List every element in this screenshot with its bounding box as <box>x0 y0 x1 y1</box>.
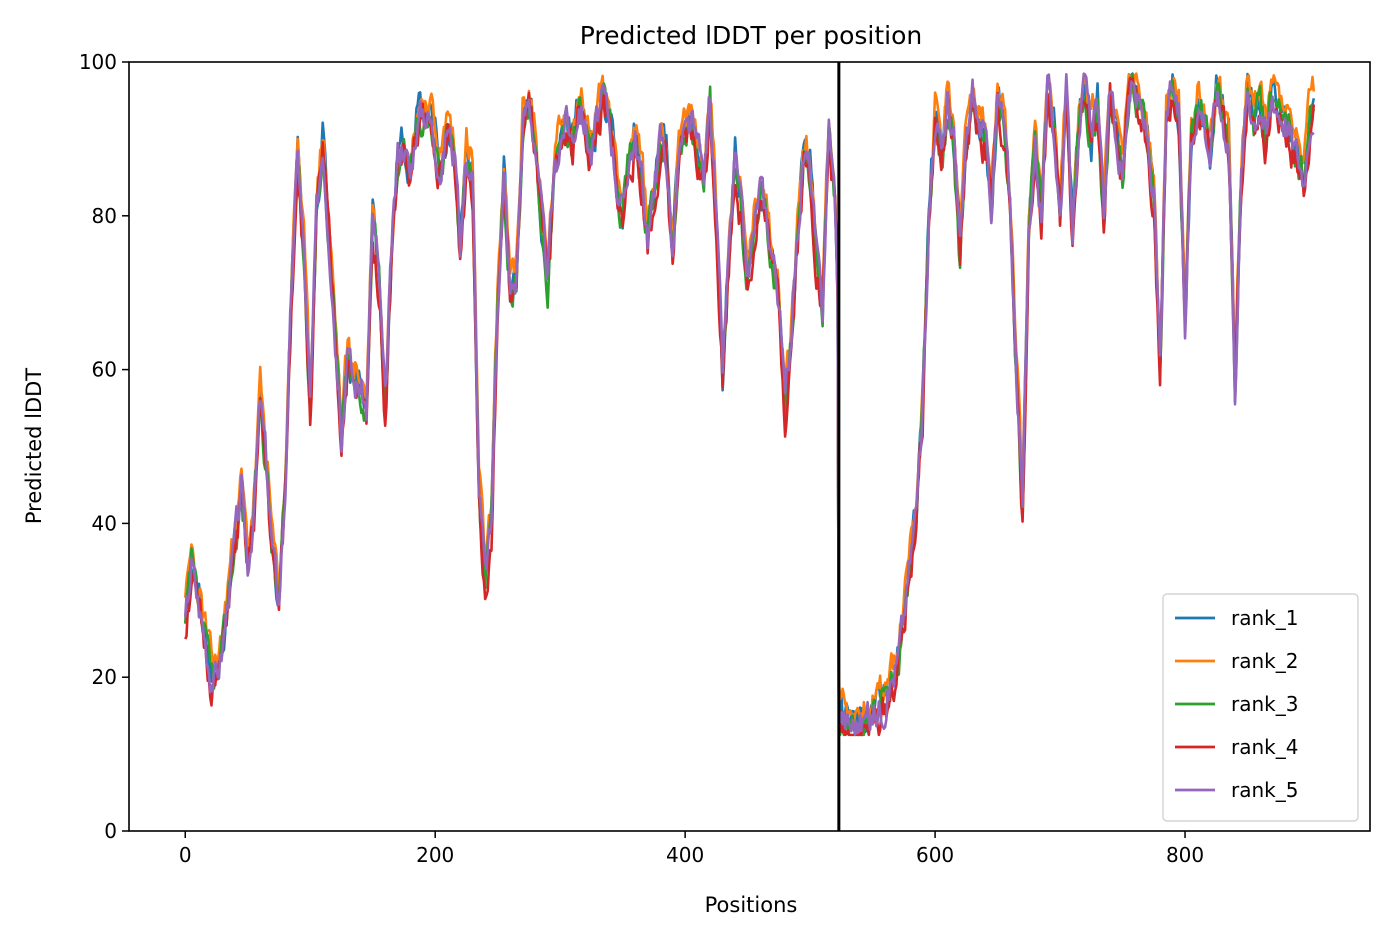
x-axis: 0 200 400 600 800 <box>179 831 1204 867</box>
series-line-rank_4 <box>184 76 1316 737</box>
legend-label-rank_5: rank_5 <box>1231 778 1298 802</box>
y-tick-label: 80 <box>92 204 117 228</box>
y-axis: 0 20 40 60 80 100 <box>79 50 129 843</box>
x-tick-label: 400 <box>666 843 704 867</box>
series-lines <box>183 72 1316 737</box>
legend: rank_1 rank_2 rank_3 rank_4 rank_5 <box>1162 593 1359 822</box>
plot-frame <box>128 61 1371 832</box>
x-tick-label: 800 <box>1166 843 1204 867</box>
x-axis-label: Positions <box>705 893 798 917</box>
series-line-rank_3 <box>183 72 1316 737</box>
y-tick-label: 60 <box>92 358 117 382</box>
series-line-rank_1 <box>184 72 1316 734</box>
series-line-rank_2 <box>183 72 1316 728</box>
y-tick-label: 20 <box>92 665 117 689</box>
x-tick-label: 0 <box>179 843 192 867</box>
legend-label-rank_3: rank_3 <box>1231 692 1298 716</box>
legend-box <box>1162 593 1359 822</box>
legend-label-rank_2: rank_2 <box>1231 649 1298 673</box>
x-tick-label: 600 <box>916 843 954 867</box>
y-tick-label: 40 <box>92 511 117 535</box>
legend-label-rank_1: rank_1 <box>1231 606 1298 630</box>
legend-label-rank_4: rank_4 <box>1231 735 1298 759</box>
y-tick-label: 100 <box>79 50 117 74</box>
x-tick-label: 200 <box>416 843 454 867</box>
y-tick-label: 0 <box>104 819 117 843</box>
series-line-rank_5 <box>183 72 1315 737</box>
y-axis-label: Predicted lDDT <box>22 368 46 524</box>
chart-title: Predicted lDDT per position <box>580 21 922 50</box>
